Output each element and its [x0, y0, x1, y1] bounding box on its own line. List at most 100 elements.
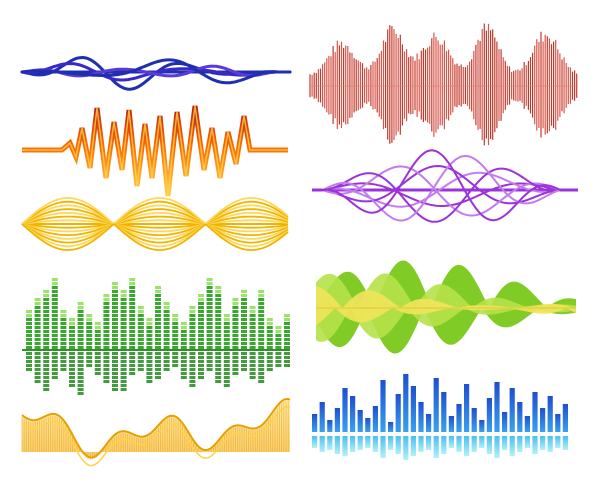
eq-bar-segment — [223, 318, 230, 321]
eq-bar-segment — [180, 326, 187, 329]
eq-bar-reflection — [524, 436, 530, 448]
eq-bar-segment — [77, 376, 84, 379]
eq-bar-segment — [77, 364, 84, 367]
eq-bar-segment — [77, 384, 84, 387]
eq-bar-segment — [180, 356, 187, 359]
eq-bar-segment — [241, 360, 247, 363]
eq-bar-segment — [69, 334, 75, 337]
eq-bar-segment — [215, 356, 222, 359]
eq-bar-segment — [198, 322, 204, 325]
eq-bar-segment — [180, 352, 187, 355]
eq-bar-segment — [43, 310, 50, 313]
eq-bar-segment — [43, 342, 50, 345]
eq-bar — [433, 378, 439, 432]
eq-bar-segment — [258, 326, 265, 329]
lens-line — [21, 208, 289, 225]
eq-bar-segment — [146, 342, 153, 345]
eq-bar-segment — [120, 314, 127, 317]
eq-bar-segment — [189, 356, 196, 359]
eq-bar-segment — [215, 360, 222, 363]
eq-bar — [395, 394, 401, 432]
eq-bar-segment — [137, 314, 144, 317]
eq-bar-segment — [249, 330, 256, 333]
eq-bar-segment — [275, 326, 282, 329]
eq-bar-segment — [146, 330, 153, 333]
lens-line — [21, 212, 289, 225]
eq-bar-segment — [129, 372, 136, 375]
eq-bar-segment — [266, 352, 273, 355]
eq-bar-reflection — [555, 436, 561, 448]
eq-bar-segment — [77, 392, 84, 395]
eq-bar-reflection — [365, 436, 371, 448]
eq-bar-segment — [155, 376, 161, 379]
wave-strand — [312, 171, 578, 208]
eq-bar-segment — [180, 368, 187, 371]
eq-bar-segment — [155, 302, 161, 305]
eq-bar-segment — [232, 326, 239, 329]
eq-bar-segment — [77, 360, 84, 363]
eq-bar-segment — [120, 356, 127, 359]
eq-bar-segment — [112, 302, 118, 305]
eq-bar-segment — [34, 302, 41, 305]
eq-bar-segment — [43, 326, 50, 329]
yellow-lens-wave — [21, 197, 289, 251]
lens-line — [21, 223, 289, 233]
eq-bar-segment — [258, 360, 265, 363]
eq-bar-segment — [163, 346, 170, 349]
eq-bar-segment — [266, 318, 273, 321]
lens-line — [21, 223, 289, 251]
eq-bar-segment — [34, 346, 41, 349]
eq-bar-segment — [232, 322, 239, 325]
eq-bar — [562, 404, 568, 432]
eq-bar-segment — [198, 306, 204, 309]
eq-bar-segment — [284, 322, 290, 325]
eq-bar-segment — [86, 352, 93, 355]
eq-bar-segment — [120, 368, 127, 371]
eq-bar-segment — [86, 326, 93, 329]
wave-strand — [312, 164, 578, 205]
eq-bar-segment — [284, 334, 290, 337]
eq-bar-segment — [112, 368, 118, 371]
eq-bar-segment — [26, 356, 32, 359]
eq-bar-segment — [223, 360, 230, 363]
eq-bar-reflection — [509, 436, 515, 456]
eq-bar-segment — [232, 372, 239, 375]
eq-bar-segment — [258, 314, 265, 317]
eq-bar-segment — [198, 338, 204, 341]
eq-bar-segment — [275, 334, 282, 337]
eq-bar — [494, 382, 500, 432]
eq-bar-segment — [129, 290, 136, 293]
eq-bar-segment — [275, 338, 282, 341]
eq-bar-segment — [266, 334, 273, 337]
eq-bar-segment — [223, 352, 230, 355]
eq-bar-segment — [137, 356, 144, 359]
lens-line — [21, 215, 289, 225]
eq-bar-segment — [189, 306, 196, 309]
eq-bar-segment — [258, 352, 265, 355]
eq-bar-segment — [26, 318, 32, 321]
eq-bar-segment — [146, 376, 153, 379]
eq-bar-segment — [146, 368, 153, 371]
eq-bar-segment — [215, 372, 222, 375]
eq-bar-reflection — [410, 436, 416, 456]
eq-bar-segment — [129, 338, 136, 341]
eq-bar-segment — [77, 380, 84, 383]
eq-bar-segment — [155, 294, 161, 297]
eq-bar-segment — [189, 318, 196, 321]
eq-bar-segment — [163, 360, 170, 363]
eq-bar-segment — [51, 306, 58, 309]
eq-bar-segment — [120, 298, 127, 301]
eq-bar-segment — [129, 368, 136, 371]
eq-bar-segment — [60, 310, 67, 313]
eq-bar-segment — [112, 294, 118, 297]
eq-bar-segment — [137, 360, 144, 363]
eq-bar-segment — [232, 338, 239, 341]
eq-bar-segment — [43, 364, 50, 367]
eq-bar-reflection — [502, 436, 508, 450]
eq-bar-segment — [112, 364, 118, 367]
eq-bar-segment — [146, 346, 153, 349]
eq-bar-segment — [206, 368, 213, 371]
eq-bar-segment — [34, 368, 41, 371]
eq-bar-segment — [232, 298, 239, 301]
eq-bar-segment — [258, 364, 265, 367]
